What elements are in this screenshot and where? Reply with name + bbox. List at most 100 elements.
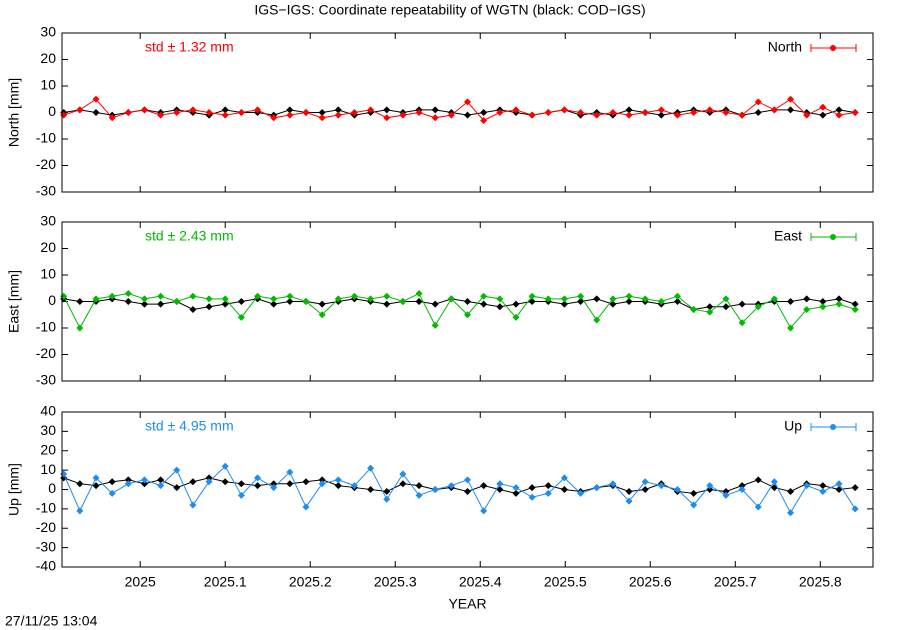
data-point	[690, 501, 698, 509]
data-point	[835, 111, 843, 119]
data-point	[560, 486, 568, 493]
data-point	[334, 295, 342, 303]
data-point	[431, 300, 439, 308]
data-point	[625, 298, 633, 305]
data-point	[221, 111, 229, 119]
data-point	[205, 303, 213, 311]
data-point	[641, 478, 649, 486]
data-point	[221, 295, 229, 303]
data-point	[577, 109, 585, 116]
data-point	[625, 106, 633, 114]
data-point	[92, 295, 100, 303]
data-point	[108, 489, 116, 497]
data-point	[254, 474, 262, 482]
data-point	[464, 487, 471, 495]
data-point	[383, 300, 391, 308]
data-point	[819, 303, 827, 311]
data-point	[560, 474, 568, 482]
data-point	[431, 106, 439, 114]
data-point	[770, 295, 778, 303]
data-point	[496, 295, 504, 303]
data-point	[431, 486, 439, 493]
data-point	[641, 486, 649, 493]
data-point	[334, 106, 342, 114]
series-line	[63, 465, 856, 514]
data-point	[237, 298, 245, 305]
data-point	[254, 106, 262, 114]
data-point	[76, 298, 84, 305]
data-point	[447, 111, 455, 119]
y-tick-label: -10	[36, 130, 56, 146]
data-point	[673, 292, 681, 300]
data-point	[157, 111, 165, 119]
data-point	[270, 114, 278, 122]
data-point	[593, 295, 601, 303]
plot-frame	[61, 32, 874, 193]
data-point	[173, 298, 181, 305]
data-point	[609, 109, 617, 116]
data-point	[673, 486, 681, 493]
data-point	[544, 489, 552, 497]
data-point	[480, 109, 488, 116]
plot-frame	[61, 411, 874, 568]
data-point	[560, 295, 568, 303]
data-point	[140, 295, 148, 303]
data-point	[657, 482, 665, 490]
data-point	[76, 324, 84, 332]
data-point	[577, 298, 585, 305]
x-tick-label: 2025	[125, 574, 156, 590]
data-point	[560, 106, 568, 114]
data-point	[124, 109, 132, 116]
data-point	[625, 111, 633, 119]
data-point	[803, 295, 811, 303]
data-point	[819, 482, 827, 490]
legend-label: North	[768, 39, 802, 55]
y-tick-label: 20	[40, 441, 56, 457]
data-point	[415, 491, 423, 499]
data-point	[835, 486, 843, 493]
data-point	[528, 111, 536, 119]
data-point	[157, 482, 165, 490]
data-point	[108, 478, 116, 486]
data-point	[286, 480, 294, 488]
data-point	[528, 493, 536, 501]
data-point	[609, 480, 617, 488]
data-point	[625, 487, 633, 495]
data-point	[334, 111, 342, 119]
data-point	[270, 295, 278, 303]
data-point	[835, 295, 843, 303]
data-point	[819, 298, 827, 305]
data-point	[286, 298, 294, 305]
data-point	[593, 484, 601, 492]
data-point	[140, 480, 148, 488]
annotation: std ± 2.43 mm	[145, 228, 234, 244]
data-point	[270, 300, 278, 308]
data-point	[415, 482, 423, 490]
legend-symbol	[830, 234, 836, 240]
annotation: std ± 1.32 mm	[145, 39, 234, 55]
data-point	[851, 484, 859, 492]
data-point	[302, 298, 310, 305]
data-point	[673, 111, 681, 119]
data-point	[706, 106, 714, 114]
series-line	[63, 298, 856, 310]
data-point	[835, 480, 843, 488]
data-point	[383, 114, 391, 122]
data-point	[738, 482, 746, 490]
data-point	[367, 106, 375, 114]
data-point	[318, 311, 326, 319]
data-point	[318, 109, 326, 116]
data-point	[237, 109, 245, 116]
data-point	[625, 497, 633, 505]
data-point	[787, 95, 795, 103]
data-point	[205, 478, 213, 486]
data-point	[803, 305, 811, 313]
data-point	[367, 486, 375, 493]
y-tick-label: 0	[48, 480, 56, 496]
data-point	[464, 311, 471, 319]
y-axis-label: Up [mm]	[6, 463, 22, 516]
data-point	[157, 292, 165, 300]
data-point	[173, 466, 181, 474]
data-point	[350, 109, 358, 116]
data-point	[318, 114, 326, 122]
